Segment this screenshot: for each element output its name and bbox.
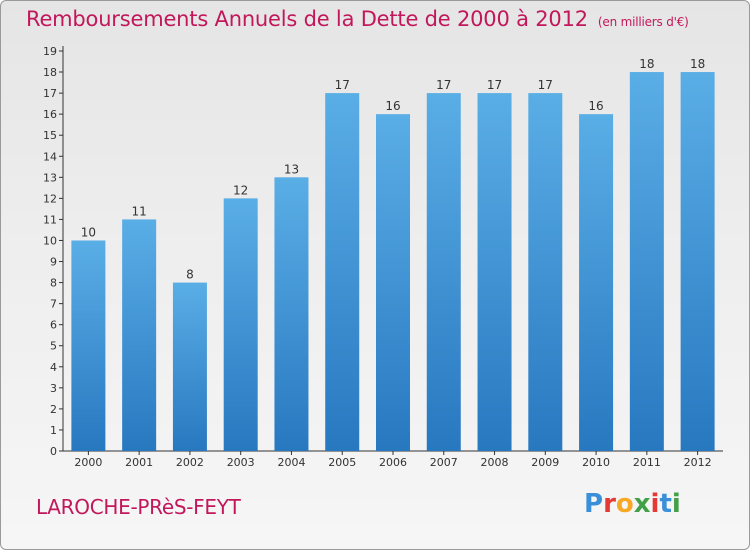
bar <box>579 114 614 451</box>
bar <box>71 240 106 451</box>
proxiti-logo: Proxiti <box>584 489 681 519</box>
x-tick-label: 2012 <box>684 456 712 469</box>
logo-letter: t <box>659 489 672 519</box>
y-tick-label: 1 <box>50 424 57 437</box>
bar-value-label: 17 <box>436 78 451 92</box>
x-tick-label: 2006 <box>379 456 407 469</box>
y-tick-label: 11 <box>43 213 57 226</box>
bar-value-label: 16 <box>385 99 400 113</box>
x-tick-label: 2004 <box>277 456 305 469</box>
commune-name: LAROCHE-PRèS-FEYT <box>36 495 241 519</box>
x-tick-label: 2010 <box>582 456 610 469</box>
bar-value-label: 16 <box>588 99 603 113</box>
y-tick-label: 7 <box>50 298 57 311</box>
bar-value-label: 17 <box>538 78 553 92</box>
y-tick-label: 2 <box>50 403 57 416</box>
logo-letter: r <box>603 489 616 519</box>
bar-value-label: 17 <box>335 78 350 92</box>
bar-value-label: 13 <box>284 162 299 176</box>
bar <box>122 219 157 451</box>
y-tick-label: 10 <box>43 234 57 247</box>
bar-value-label: 18 <box>690 57 705 71</box>
bar <box>376 114 410 451</box>
chart-title: Remboursements Annuels de la Dette de 20… <box>26 7 689 31</box>
y-tick-label: 3 <box>50 382 57 395</box>
x-tick-label: 2005 <box>328 456 356 469</box>
bar <box>680 72 715 451</box>
x-tick-label: 2002 <box>176 456 204 469</box>
bar-value-label: 12 <box>233 183 248 197</box>
logo-letter: i <box>671 489 681 519</box>
logo-letter: o <box>615 489 634 519</box>
y-tick-label: 12 <box>43 192 57 205</box>
x-tick-label: 2009 <box>531 456 559 469</box>
y-tick-label: 17 <box>43 87 57 100</box>
y-tick-label: 9 <box>50 256 57 269</box>
bar <box>325 93 360 452</box>
bar <box>172 282 207 451</box>
logo-letter: i <box>650 489 660 519</box>
y-tick-label: 6 <box>50 319 57 332</box>
chart-unit: (en milliers d'€) <box>597 15 689 29</box>
y-tick-label: 18 <box>43 66 57 79</box>
y-tick-label: 4 <box>50 361 57 374</box>
chart-title-text: Remboursements Annuels de la Dette de 20… <box>26 7 588 31</box>
bar <box>477 93 512 452</box>
bar <box>426 93 461 452</box>
x-tick-label: 2001 <box>125 456 153 469</box>
x-tick-label: 2011 <box>633 456 661 469</box>
bar-value-label: 18 <box>639 57 654 71</box>
bar <box>528 93 563 452</box>
y-tick-label: 14 <box>43 150 57 163</box>
bar <box>629 72 664 451</box>
y-tick-label: 16 <box>43 108 57 121</box>
y-tick-label: 8 <box>50 277 57 290</box>
bar-value-label: 11 <box>132 204 147 218</box>
bar <box>274 177 309 451</box>
y-tick-label: 5 <box>50 340 57 353</box>
logo-letter: x <box>633 489 651 519</box>
bar-value-label: 8 <box>186 268 194 282</box>
y-tick-label: 15 <box>43 129 57 142</box>
bar-value-label: 10 <box>81 225 96 239</box>
x-tick-label: 2007 <box>430 456 458 469</box>
x-tick-label: 2008 <box>481 456 509 469</box>
bar-value-label: 17 <box>487 78 502 92</box>
x-tick-label: 2000 <box>74 456 102 469</box>
logo-letter: P <box>584 489 604 519</box>
bar <box>223 198 258 451</box>
y-tick-label: 19 <box>43 45 57 58</box>
y-tick-label: 0 <box>50 445 57 458</box>
y-tick-label: 13 <box>43 171 57 184</box>
x-tick-label: 2003 <box>227 456 255 469</box>
